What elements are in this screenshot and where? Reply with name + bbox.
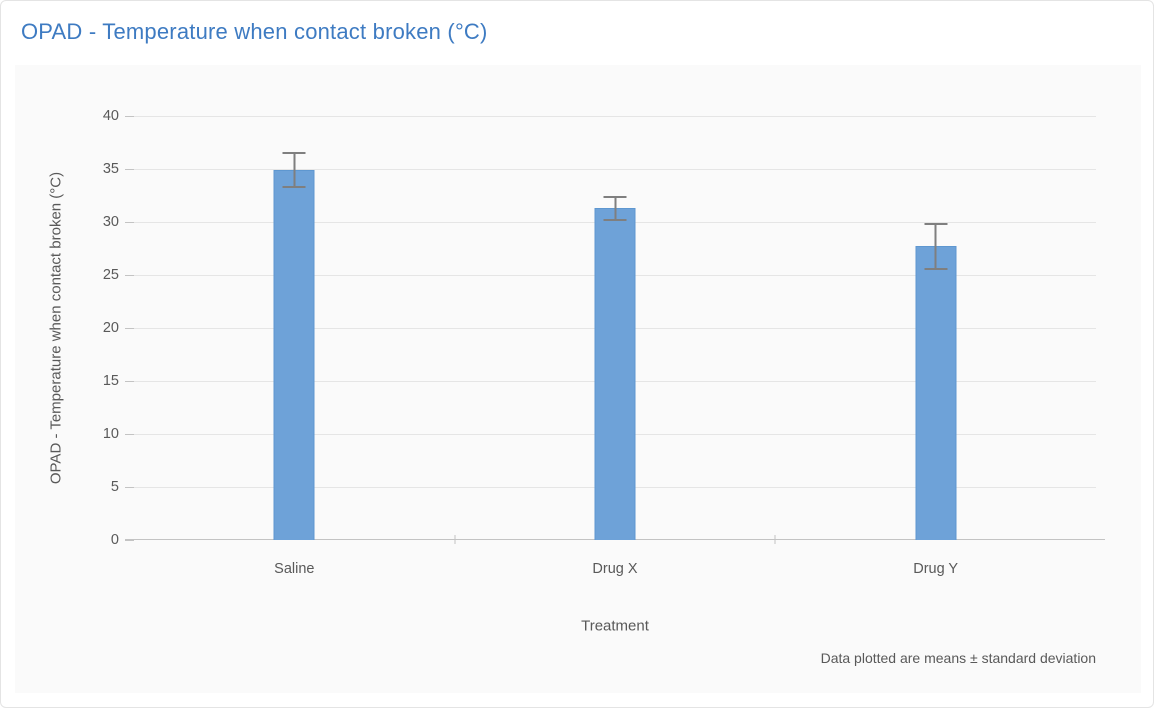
error-bar-cap-top bbox=[282, 152, 306, 155]
y-axis-label: OPAD - Temperature when contact broken (… bbox=[47, 171, 65, 485]
error-bar-cap-top bbox=[924, 223, 948, 226]
error-bar-drug-x bbox=[603, 195, 627, 221]
y-tick-0 bbox=[125, 540, 134, 541]
error-bar-line bbox=[293, 152, 296, 189]
y-tick-label: 40 bbox=[102, 107, 119, 124]
x-boundary-tick bbox=[774, 535, 776, 544]
error-bar-cap-bottom bbox=[924, 267, 948, 270]
error-bar-cap-top bbox=[603, 195, 627, 198]
y-tick-label: 35 bbox=[102, 160, 119, 177]
x-category-label-saline: Saline bbox=[274, 561, 315, 577]
y-tick-label: 20 bbox=[102, 319, 119, 336]
error-bar-drug-y bbox=[924, 223, 948, 270]
y-tick-label: 5 bbox=[110, 478, 119, 495]
x-category-label-drug-y: Drug Y bbox=[913, 561, 959, 577]
y-tick-5 bbox=[125, 487, 134, 488]
error-bar-cap-bottom bbox=[282, 186, 306, 189]
y-tick-label: 15 bbox=[102, 372, 119, 389]
x-axis-label: Treatment bbox=[581, 617, 649, 635]
error-bar-line bbox=[934, 223, 937, 270]
x-category-label-drug-x: Drug X bbox=[592, 561, 638, 577]
bar-saline bbox=[273, 170, 315, 540]
error-bar-line bbox=[614, 195, 616, 221]
plot-area: 0 5 10 15 20 25 30 35 40 Saline Drug X Drug Y bbox=[103, 109, 1105, 577]
gridline-40 bbox=[134, 116, 1096, 117]
y-tick-40 bbox=[125, 116, 134, 117]
y-tick-label: 25 bbox=[102, 266, 119, 283]
bar-drug-x bbox=[594, 208, 636, 540]
chart-title: OPAD - Temperature when contact broken (… bbox=[21, 19, 488, 44]
y-tick-25 bbox=[125, 275, 134, 276]
error-bar-cap-bottom bbox=[603, 218, 627, 221]
y-tick-20 bbox=[125, 328, 134, 329]
y-tick-label: 30 bbox=[102, 213, 119, 230]
x-boundary-tick bbox=[454, 535, 456, 544]
y-tick-30 bbox=[125, 222, 134, 223]
y-tick-label: 10 bbox=[102, 425, 119, 442]
y-tick-35 bbox=[125, 169, 134, 170]
chart-panel: OPAD - Temperature when contact broken (… bbox=[15, 65, 1141, 693]
bar-drug-y bbox=[915, 246, 957, 540]
y-tick-label: 0 bbox=[110, 531, 119, 548]
gridline-35 bbox=[134, 169, 1096, 170]
y-tick-15 bbox=[125, 381, 134, 382]
y-tick-10 bbox=[125, 434, 134, 435]
error-bar-saline bbox=[282, 152, 306, 189]
chart-footnote: Data plotted are means ± standard deviat… bbox=[820, 650, 1096, 666]
